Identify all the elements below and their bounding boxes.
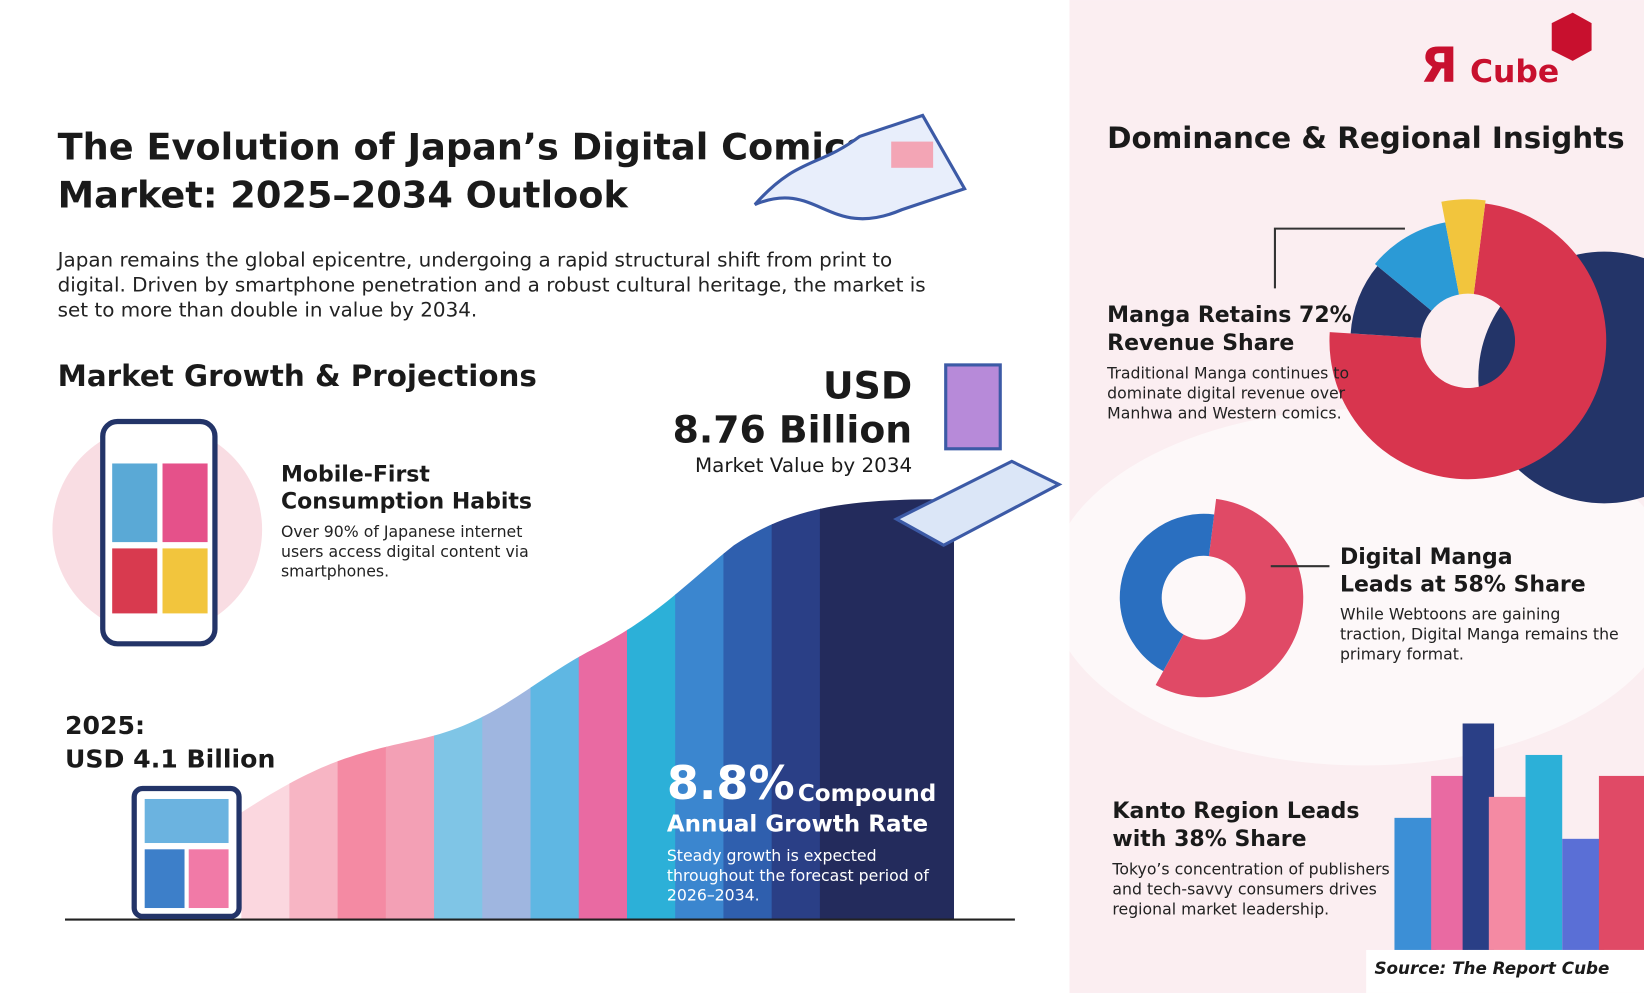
- curve-strip: [771, 499, 821, 920]
- building: [1488, 796, 1531, 950]
- card-body: users access digital content via: [281, 542, 529, 561]
- donut-1: [1329, 199, 1607, 480]
- scroll-illustration: [753, 113, 967, 221]
- insight-title: Manga Retains 72%: [1107, 303, 1351, 328]
- building: [1525, 754, 1563, 950]
- end-value: USD: [823, 363, 912, 407]
- section-heading: Market Growth & Projections: [58, 359, 537, 393]
- logo-mark: Я: [1421, 38, 1458, 94]
- intro: set to more than double in value by 2034…: [58, 299, 478, 322]
- curve-strip: [530, 499, 580, 920]
- insight-body: primary format.: [1340, 645, 1464, 664]
- donut-segment: [1329, 203, 1607, 480]
- card-body: Over 90% of Japanese internet: [281, 522, 522, 541]
- insight-title: with 38% Share: [1112, 827, 1306, 852]
- smartphone-illustration: [893, 363, 1063, 548]
- donut-segment: [1155, 498, 1304, 698]
- end-value: 8.76 Billion: [673, 408, 913, 452]
- building: [1598, 775, 1644, 950]
- title: The Evolution of Japan’s Digital Comics: [58, 125, 868, 168]
- title: Market: 2025–2034 Outlook: [58, 174, 630, 217]
- building: [1431, 775, 1468, 950]
- leader-line: [1273, 227, 1405, 289]
- insight-body: Tokyo’s concentration of publishers: [1111, 859, 1389, 878]
- insight-body: and tech-savvy consumers drives: [1112, 879, 1376, 898]
- curve-strip: [578, 499, 629, 920]
- donut-2: [1119, 498, 1304, 698]
- insight-body: Traditional Manga continues to: [1106, 364, 1349, 383]
- end-caption: Market Value by 2034: [695, 454, 912, 477]
- source-box: [1366, 949, 1644, 993]
- section-heading: Dominance & Regional Insights: [1107, 121, 1624, 155]
- curve-strip: [819, 499, 955, 920]
- cagr-body: Steady growth is expected: [667, 846, 877, 865]
- donut-segment: [1350, 265, 1432, 338]
- phone-illustration: [100, 418, 218, 647]
- insight-body: traction, Digital Manga remains the: [1340, 625, 1619, 644]
- logo-text: Cube: [1470, 54, 1559, 90]
- insight-title: Revenue Share: [1107, 331, 1294, 356]
- city-illustration: [1394, 723, 1644, 950]
- logo: Я Cube: [1421, 12, 1592, 94]
- insight-title: Leads at 58% Share: [1340, 572, 1586, 597]
- building: [1394, 817, 1437, 950]
- start-label: USD 4.1 Billion: [65, 745, 275, 774]
- cagr-body: throughout the forecast period of: [667, 866, 930, 885]
- insight-body: dominate digital revenue over: [1107, 383, 1345, 402]
- cagr-body: 2026–2034.: [667, 886, 760, 905]
- intro: digital. Driven by smartphone penetratio…: [58, 274, 926, 297]
- building: [1562, 838, 1605, 950]
- intro: Japan remains the global epicentre, unde…: [56, 248, 893, 271]
- insight-title: Kanto Region Leads: [1112, 799, 1359, 824]
- donut-segment: [1441, 199, 1486, 295]
- tablet-illustration: [131, 785, 242, 920]
- cagr-label: Compound: [798, 781, 936, 807]
- donut-segment: [1374, 222, 1460, 311]
- cagr-value: 8.8%: [667, 756, 795, 810]
- insight-body: regional market leadership.: [1112, 899, 1329, 918]
- card-title: Mobile-First: [281, 462, 430, 487]
- curve-strip: [723, 499, 773, 920]
- start-label: 2025:: [65, 711, 145, 740]
- insight-body: While Webtoons are gaining: [1340, 605, 1560, 624]
- card-body: smartphones.: [281, 562, 389, 581]
- cagr-label: Annual Growth Rate: [667, 811, 928, 837]
- card-title: Consumption Habits: [281, 490, 532, 515]
- insight-title: Digital Manga: [1340, 545, 1513, 570]
- insight-body: Manhwa and Western comics.: [1107, 403, 1341, 422]
- source: Source: The Report Cube: [1374, 958, 1609, 978]
- donut-segment: [1119, 513, 1215, 672]
